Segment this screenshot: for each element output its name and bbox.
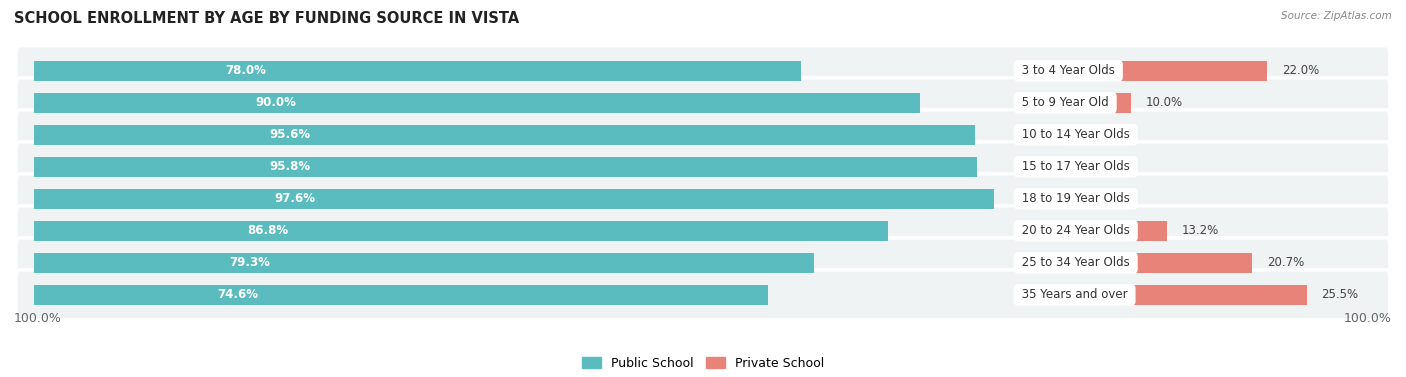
Text: 25.5%: 25.5% [1322, 288, 1358, 301]
Text: 78.0%: 78.0% [225, 64, 267, 77]
Text: 95.6%: 95.6% [269, 128, 311, 141]
FancyBboxPatch shape [15, 174, 1391, 224]
Bar [1018, 221, 1167, 241]
Text: 74.6%: 74.6% [218, 288, 259, 301]
Text: 10 to 14 Year Olds: 10 to 14 Year Olds [1018, 128, 1133, 141]
Bar [1018, 125, 1067, 145]
Text: Source: ZipAtlas.com: Source: ZipAtlas.com [1281, 11, 1392, 21]
Text: 15 to 17 Year Olds: 15 to 17 Year Olds [1018, 160, 1133, 173]
Text: SCHOOL ENROLLMENT BY AGE BY FUNDING SOURCE IN VISTA: SCHOOL ENROLLMENT BY AGE BY FUNDING SOUR… [14, 11, 519, 26]
Bar [1018, 285, 1306, 305]
Bar [1018, 157, 1066, 177]
Text: 10.0%: 10.0% [1146, 97, 1182, 109]
Text: 13.2%: 13.2% [1182, 224, 1219, 238]
Bar [34, 61, 801, 81]
Bar [34, 125, 974, 145]
Text: 100.0%: 100.0% [14, 313, 62, 325]
Text: 5 to 9 Year Old: 5 to 9 Year Old [1018, 97, 1112, 109]
Text: 35 Years and over: 35 Years and over [1018, 288, 1132, 301]
Bar [34, 285, 768, 305]
Text: 20.7%: 20.7% [1267, 256, 1305, 269]
Bar [1018, 189, 1045, 209]
Bar [1018, 93, 1132, 113]
Text: 4.2%: 4.2% [1080, 160, 1111, 173]
Text: 79.3%: 79.3% [229, 256, 270, 269]
Text: 86.8%: 86.8% [247, 224, 288, 238]
FancyBboxPatch shape [15, 270, 1391, 320]
FancyBboxPatch shape [15, 46, 1391, 96]
Bar [34, 157, 977, 177]
Text: 90.0%: 90.0% [256, 97, 297, 109]
Legend: Public School, Private School: Public School, Private School [576, 352, 830, 375]
Bar [34, 93, 920, 113]
FancyBboxPatch shape [15, 110, 1391, 160]
FancyBboxPatch shape [15, 142, 1391, 192]
Text: 18 to 19 Year Olds: 18 to 19 Year Olds [1018, 192, 1133, 205]
FancyBboxPatch shape [15, 238, 1391, 288]
Text: 2.4%: 2.4% [1060, 192, 1090, 205]
Bar [1018, 253, 1253, 273]
Text: 22.0%: 22.0% [1282, 64, 1319, 77]
Text: 97.6%: 97.6% [274, 192, 315, 205]
Text: 25 to 34 Year Olds: 25 to 34 Year Olds [1018, 256, 1133, 269]
Text: 95.8%: 95.8% [270, 160, 311, 173]
Bar [34, 253, 814, 273]
FancyBboxPatch shape [15, 78, 1391, 128]
FancyBboxPatch shape [15, 206, 1391, 256]
Bar [1018, 61, 1267, 81]
Text: 20 to 24 Year Olds: 20 to 24 Year Olds [1018, 224, 1133, 238]
Bar [34, 221, 889, 241]
Text: 4.4%: 4.4% [1083, 128, 1112, 141]
Text: 3 to 4 Year Olds: 3 to 4 Year Olds [1018, 64, 1119, 77]
Text: 100.0%: 100.0% [1344, 313, 1392, 325]
Bar [34, 189, 994, 209]
